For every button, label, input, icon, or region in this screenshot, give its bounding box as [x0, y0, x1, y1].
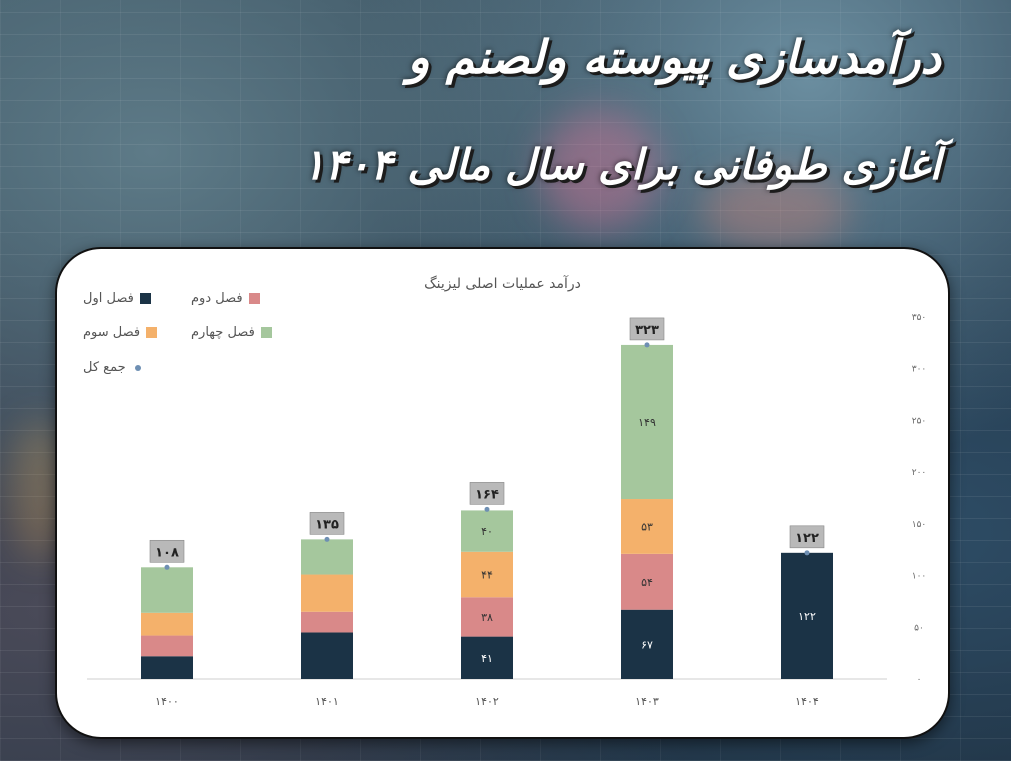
total-point	[804, 550, 810, 556]
bar-segment-q3	[621, 499, 673, 554]
bar-segment-q1	[621, 609, 673, 679]
total-label-box	[629, 317, 665, 341]
total-label: ۳۲۳	[635, 323, 659, 338]
legend-item-q3: فصل سوم	[83, 325, 158, 340]
bar-segment-q2	[301, 611, 353, 633]
y-tick-label: ۲۰۰	[912, 468, 927, 478]
bar-segment-q2	[141, 635, 193, 657]
y-tick-label: ۱۰۰	[912, 572, 927, 582]
legend-swatch-q4	[260, 327, 272, 338]
data-label-q1: ۴۱	[481, 652, 493, 665]
bar-segment-q4	[461, 510, 513, 552]
legend-label-q4: فصل چهارم	[191, 325, 255, 340]
bar-segment-q1	[781, 552, 833, 679]
page-subtitle: آغازی طوفانی برای سال مالی ۱۴۰۴	[302, 140, 941, 189]
data-label-q1: ۶۷	[641, 638, 653, 651]
total-label: ۱۶۴	[475, 487, 499, 502]
legend-swatch-q1	[139, 293, 151, 304]
y-tick-label: ۳۵۰	[912, 313, 927, 323]
bar-segment-q3	[141, 612, 193, 636]
legend-swatch-q2	[248, 293, 260, 304]
page-title: درآمدسازی پیوسته ولصنم و	[407, 30, 941, 84]
bar-segment-q2	[461, 597, 513, 637]
background-glow	[540, 110, 660, 230]
x-tick-label: ۱۴۰۴	[795, 695, 819, 708]
total-point	[644, 342, 650, 348]
y-tick-label: ۵۰	[914, 623, 924, 633]
y-tick-label: ۱۵۰	[912, 520, 927, 530]
bar-segment-q2	[621, 553, 673, 610]
bar-segment-q1	[461, 636, 513, 679]
data-label-q4: ۱۴۹	[638, 416, 656, 429]
legend-swatch-q3	[146, 327, 158, 338]
total-point	[484, 506, 490, 512]
bar-segment-q1	[301, 632, 353, 679]
bar-segment-q4	[301, 539, 353, 575]
legend-item-total: جمع کل	[83, 360, 144, 375]
data-label-q1: ۱۲۲	[798, 610, 816, 623]
legend-item-q1: فصل اول	[83, 291, 151, 306]
total-label: ۱۲۲	[795, 531, 819, 546]
y-tick-label: ۰	[917, 675, 922, 685]
bar-segment-q4	[621, 344, 673, 500]
legend-item-q2: فصل دوم	[191, 291, 260, 306]
bar-segment-q1	[141, 656, 193, 679]
chart-plot: ۰ ۵۰ ۱۰۰ ۱۵۰ ۲۰۰ ۲۵۰ ۳۰۰ ۳۵۰ ۱۰۸ ۱۴۰۰ ۱۳۵ ۱۴۰۱ ۴۱ ۳۸ ۴…	[87, 313, 927, 708]
chart-title: درآمد عملیات اصلی لیزینگ	[424, 276, 581, 292]
total-point	[324, 536, 330, 542]
bar-segment-q3	[461, 551, 513, 598]
legend-item-q4: فصل چهارم	[191, 325, 272, 340]
total-label-box	[149, 539, 185, 563]
legend-label-q2: فصل دوم	[191, 291, 243, 306]
legend-marker-total	[134, 364, 141, 371]
total-label-box	[469, 482, 505, 505]
bar-segment-q4	[141, 567, 193, 613]
x-tick-label: ۱۴۰۳	[635, 695, 659, 708]
data-label-q3: ۴۴	[481, 569, 493, 582]
x-tick-label: ۱۴۰۱	[315, 695, 339, 708]
data-label-q2: ۳۸	[481, 611, 493, 624]
data-label-q2: ۵۴	[641, 576, 653, 589]
data-label-q3: ۵۳	[641, 520, 653, 533]
total-point	[164, 564, 170, 570]
x-tick-label: ۱۴۰۲	[475, 695, 499, 708]
data-label-q4: ۴۰	[481, 525, 493, 538]
chart-card: درآمد عملیات اصلی لیزینگ فصل اول فصل دوم…	[55, 247, 950, 739]
total-label: ۱۰۸	[155, 545, 179, 560]
y-tick-label: ۳۰۰	[912, 365, 927, 375]
total-label: ۱۳۵	[315, 517, 339, 532]
total-label-box	[309, 512, 345, 535]
bar-segment-q3	[301, 574, 353, 612]
y-tick-label: ۲۵۰	[912, 416, 927, 426]
legend-label-total: جمع کل	[83, 360, 126, 375]
legend-label-q3: فصل سوم	[83, 325, 141, 340]
background-glow	[700, 170, 850, 250]
total-label-box	[789, 525, 825, 549]
legend-label-q1: فصل اول	[83, 291, 134, 306]
x-tick-label: ۱۴۰۰	[155, 695, 179, 708]
